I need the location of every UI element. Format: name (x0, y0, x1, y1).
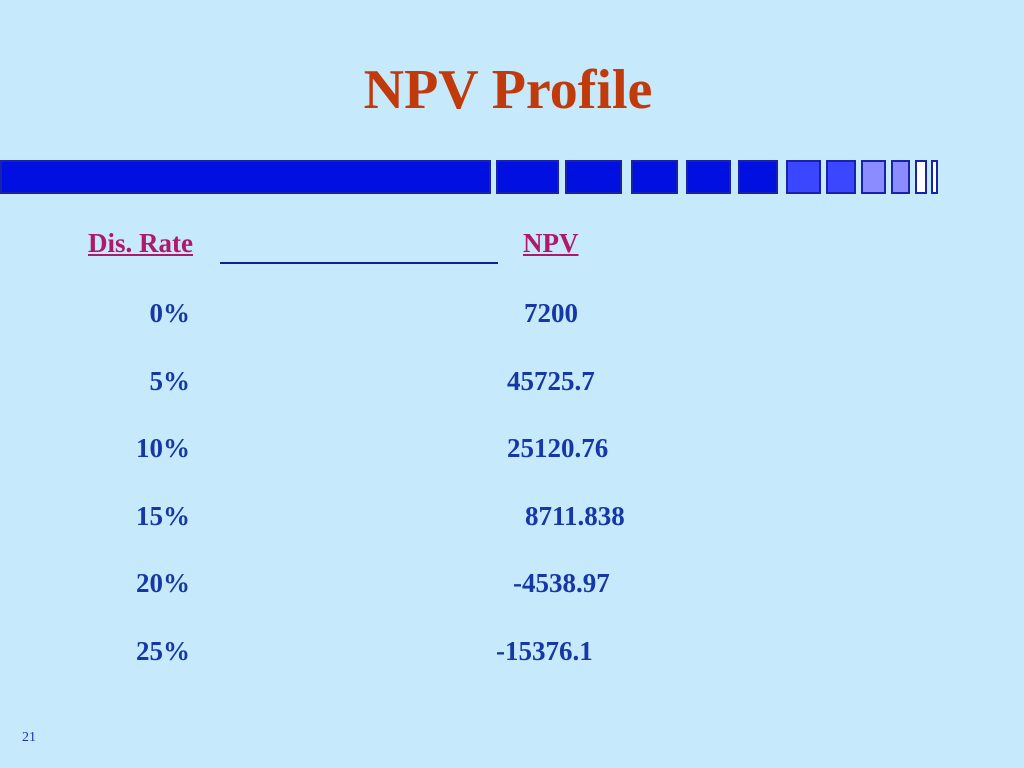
npv-cell: 45725.7 (507, 366, 595, 396)
npv-cell: -4538.97 (513, 568, 610, 598)
rate-cell: 0% (149, 298, 191, 328)
header-divider-line (220, 262, 498, 264)
bar-segment (861, 160, 886, 194)
npv-cell: 25120.76 (507, 433, 609, 463)
page-number: 21 (22, 730, 36, 745)
bar-segment (631, 160, 678, 194)
bar-segment (738, 160, 778, 194)
header-discount-rate: Dis. Rate (88, 228, 193, 258)
bar-segment (915, 160, 927, 194)
bar-segment (826, 160, 856, 194)
bar-segment (565, 160, 622, 194)
bar-segment (931, 160, 938, 194)
bar-segment (891, 160, 910, 194)
bar-segment (786, 160, 821, 194)
rate-cell: 25% (136, 636, 190, 666)
bar-segment (686, 160, 731, 194)
npv-cell: 8711.838 (525, 501, 625, 531)
npv-cell: 7200 (524, 298, 578, 328)
rate-cell: 15% (136, 501, 190, 531)
rate-cell: 20% (136, 568, 190, 598)
npv-cell: -15376.1 (496, 636, 593, 666)
bar-segment (496, 160, 559, 194)
rate-cell: 5% (149, 366, 191, 396)
header-npv: NPV (523, 228, 579, 258)
rate-cell: 10% (136, 433, 190, 463)
bar-segment-long (0, 160, 491, 194)
slide-title: NPV Profile (363, 59, 653, 121)
